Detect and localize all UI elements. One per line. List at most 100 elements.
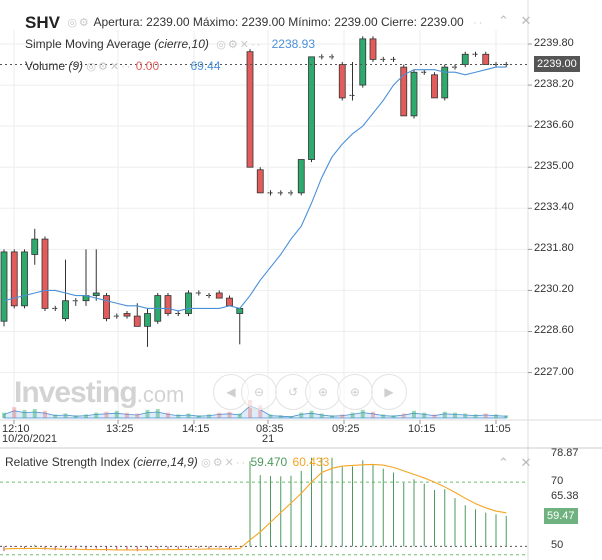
time-tick-label: 14:15 xyxy=(182,423,210,435)
volume-bar xyxy=(104,411,109,418)
volume-bar xyxy=(155,409,160,418)
price-tick-label: 2231.80 xyxy=(534,242,574,255)
rsi-legend: Relative Strength Index (cierre,14,9) ◎⚙… xyxy=(5,455,329,469)
eye-icon[interactable]: ◎ xyxy=(201,457,213,469)
reset-zoom-button[interactable]: ↺ xyxy=(275,374,311,410)
zoom-out-button[interactable]: ⊖ xyxy=(241,374,277,410)
volume-bar xyxy=(248,400,252,418)
investing-watermark: Investing.com xyxy=(14,376,184,410)
candle-body xyxy=(441,66,449,99)
volume-bar xyxy=(63,413,68,418)
settings-gear-icon[interactable]: ⚙ xyxy=(78,17,91,30)
candle-body xyxy=(215,292,223,299)
volume-bar xyxy=(196,415,201,418)
rsi-tick-label: 50 xyxy=(551,539,564,552)
chevron-left-icon: ◀ xyxy=(226,385,236,399)
eye-icon[interactable]: ◎ xyxy=(216,39,228,51)
settings-gear-icon[interactable]: ⚙ xyxy=(212,457,225,469)
rsi-tick-label: 78.87 xyxy=(551,446,579,459)
close-icon[interactable]: ✕ xyxy=(239,39,251,51)
sma-label: Simple Moving Average xyxy=(25,37,151,51)
volume-bar xyxy=(207,414,211,418)
volume-bar xyxy=(32,409,37,418)
rsi-panel-controls: ⌃ ✕ xyxy=(498,455,531,471)
price-tick-label: 2227.00 xyxy=(534,365,574,378)
volume-bar xyxy=(442,411,447,418)
time-tick-label: 09:25 xyxy=(332,423,360,435)
scroll-right-button[interactable]: ▶ xyxy=(371,374,407,410)
candle-body xyxy=(103,295,110,320)
time-tick-label: 11:05 xyxy=(484,423,511,435)
candle-body xyxy=(21,251,28,307)
volume-bar xyxy=(84,414,88,418)
volume-bar xyxy=(22,409,27,418)
current-price-tag: 2239.00 xyxy=(534,56,580,72)
candle-body xyxy=(359,38,367,86)
candle-body xyxy=(431,74,438,99)
volume-bar xyxy=(2,412,6,418)
close-icon[interactable]: ✕ xyxy=(520,13,532,28)
zoom-in-alt-icon: ⊕ xyxy=(349,385,361,399)
volume-bar xyxy=(135,413,140,418)
price-tick-label: 2239.80 xyxy=(534,37,574,49)
more-icon[interactable]: ·· xyxy=(250,39,263,51)
candle-body xyxy=(369,38,377,60)
price-tick-label: 2230.20 xyxy=(534,283,574,296)
volume-bar xyxy=(73,415,78,418)
candle-body xyxy=(226,297,233,307)
zoom-in-button[interactable]: ⊕ xyxy=(305,374,341,410)
price-tick-label: 2235.00 xyxy=(534,160,574,173)
volume-bar xyxy=(176,414,181,418)
price-tick-label: 2233.40 xyxy=(534,201,574,214)
volume-bar xyxy=(473,414,478,418)
eye-icon[interactable]: ◎ xyxy=(67,17,79,30)
volume-legend: Volume (9) ◎⚙✕·· 0.00 69.44 xyxy=(25,59,221,73)
volume-bar xyxy=(453,412,457,418)
volume-bar xyxy=(227,411,232,418)
rsi-value-1: 59.470 xyxy=(250,455,288,469)
more-icon[interactable]: ·· xyxy=(235,457,248,469)
volume-value-2: 69.44 xyxy=(190,59,221,73)
volume-bar xyxy=(391,415,396,418)
rsi-label: Relative Strength Index xyxy=(5,455,130,469)
volume-bar xyxy=(371,411,375,418)
volume-bar xyxy=(114,410,119,418)
settings-gear-icon[interactable]: ⚙ xyxy=(98,61,110,73)
sma-value: 2238.93 xyxy=(271,37,315,51)
collapse-icon[interactable]: ⌃ xyxy=(498,455,509,470)
zoom-in-alt-button[interactable]: ⊕ xyxy=(337,374,373,410)
candle-body xyxy=(164,295,172,314)
more-icon[interactable]: ·· xyxy=(473,17,485,30)
close-icon[interactable]: ✕ xyxy=(109,61,122,73)
reset-zoom-icon: ↺ xyxy=(287,385,299,399)
volume-bar xyxy=(258,405,263,418)
volume-bar xyxy=(145,409,150,418)
volume-bar xyxy=(94,412,99,418)
time-sub-label: 10/20/2021 xyxy=(2,433,58,445)
candle-body xyxy=(144,313,151,327)
volume-value-1: 0.00 xyxy=(135,59,160,73)
candle-body xyxy=(185,292,192,314)
volume-bar xyxy=(319,413,324,418)
symbol-label: SHV xyxy=(25,13,60,32)
rsi-current-tag: 59.47 xyxy=(544,508,578,524)
collapse-icon[interactable]: ⌃ xyxy=(498,13,509,28)
candle-body xyxy=(410,71,418,117)
price-tick-label: 2228.60 xyxy=(534,324,574,337)
volume-bar xyxy=(237,413,242,418)
candle-body xyxy=(461,53,469,65)
settings-gear-icon[interactable]: ⚙ xyxy=(227,39,240,51)
time-tick-label: 08:35 xyxy=(256,423,284,435)
volume-bar xyxy=(268,414,273,418)
more-icon[interactable]: ·· xyxy=(121,61,133,73)
eye-icon[interactable]: ◎ xyxy=(86,61,98,73)
volume-bar xyxy=(422,412,427,418)
panel-controls: ⌃ ✕ xyxy=(498,13,531,29)
time-sub-label: 21 xyxy=(262,433,275,445)
close-icon[interactable]: ✕ xyxy=(520,455,532,470)
close-icon[interactable]: ✕ xyxy=(224,457,236,469)
sma-legend: Simple Moving Average (cierre,10) ◎⚙✕·· … xyxy=(25,37,315,51)
volume-bar xyxy=(360,409,365,418)
